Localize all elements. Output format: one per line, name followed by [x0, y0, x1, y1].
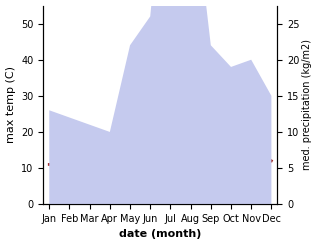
X-axis label: date (month): date (month) [119, 230, 202, 239]
Y-axis label: max temp (C): max temp (C) [5, 66, 16, 143]
Y-axis label: med. precipitation (kg/m2): med. precipitation (kg/m2) [302, 39, 313, 170]
